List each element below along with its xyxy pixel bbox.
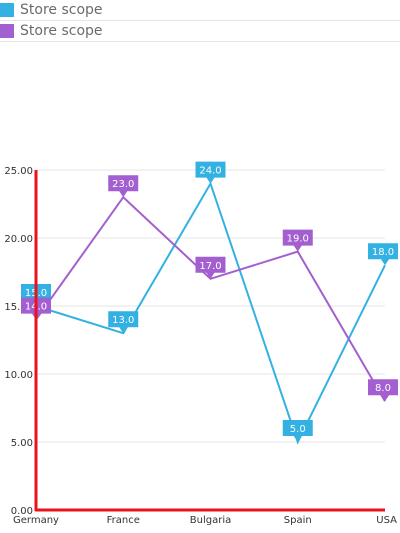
- y-tick-label: 10.00: [4, 370, 33, 381]
- y-tick-label: 15.00: [4, 302, 33, 313]
- data-callout-series-1: [282, 420, 313, 442]
- data-callout-series-2: [108, 175, 139, 198]
- data-label-series-2: 17.0: [199, 261, 221, 272]
- data-callout-series-2: [368, 379, 398, 402]
- x-tick-label: Bulgaria: [190, 515, 231, 526]
- legend: Store scope Store scope: [0, 0, 400, 42]
- data-label-series-1: 24.0: [199, 166, 221, 177]
- x-tick-label: Germany: [13, 515, 59, 526]
- y-tick-label: 25.00: [4, 166, 33, 177]
- x-tick-label: France: [107, 515, 140, 526]
- legend-swatch-series-1: [0, 3, 14, 17]
- data-label-series-1: 5.0: [290, 424, 306, 435]
- data-label-series-1: 13.0: [112, 315, 134, 326]
- data-callout-series-2: [195, 256, 226, 279]
- data-callout-series-2: [282, 229, 313, 252]
- legend-label-series-2: Store scope: [20, 23, 103, 39]
- y-tick-label: 5.00: [11, 438, 33, 449]
- data-callout-series-1: [368, 243, 398, 266]
- data-callout-series-1: [195, 161, 226, 184]
- data-label-series-2: 8.0: [375, 383, 391, 394]
- y-tick-label: 20.00: [4, 234, 33, 245]
- x-tick-label: Spain: [284, 515, 312, 526]
- x-tick-label: USA: [376, 515, 397, 526]
- legend-label-series-1: Store scope: [20, 2, 103, 18]
- data-label-series-1: 18.0: [372, 247, 394, 258]
- legend-item-series-1[interactable]: Store scope: [0, 0, 400, 21]
- data-label-series-2: 19.0: [287, 234, 309, 245]
- legend-item-series-2[interactable]: Store scope: [0, 21, 400, 42]
- data-label-series-2: 23.0: [112, 179, 134, 190]
- legend-swatch-series-2: [0, 24, 14, 38]
- data-callout-series-1: [108, 311, 139, 334]
- y-tick-label: 0.00: [11, 506, 33, 517]
